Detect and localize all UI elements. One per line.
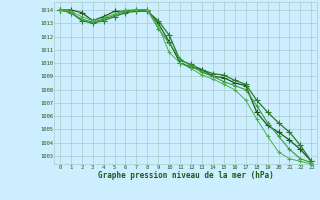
X-axis label: Graphe pression niveau de la mer (hPa): Graphe pression niveau de la mer (hPa) — [98, 171, 274, 180]
